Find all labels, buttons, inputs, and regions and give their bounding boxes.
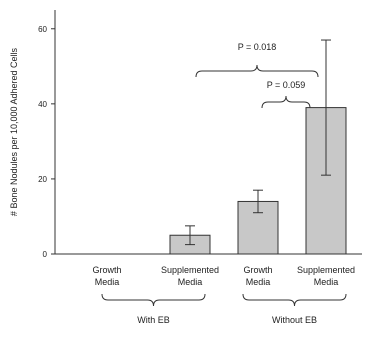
x-tick-label: Growth bbox=[243, 265, 272, 275]
x-tick-label: Media bbox=[246, 277, 271, 287]
error-bars bbox=[185, 39, 331, 246]
x-tick-label: Media bbox=[178, 277, 203, 287]
significance-brace bbox=[195, 64, 319, 78]
y-tick-label: 40 bbox=[38, 100, 47, 109]
y-tick-label: 20 bbox=[38, 175, 47, 184]
x-tick-label: Media bbox=[95, 277, 120, 287]
p-value-label: P = 0.018 bbox=[238, 42, 277, 52]
group-brace bbox=[101, 293, 206, 307]
significance-annotations: P = 0.018 P = 0.059 bbox=[195, 42, 319, 109]
x-tick-label: Growth bbox=[92, 265, 121, 275]
y-axis-label: # Bone Nodules per 10,000 Adhered Cells bbox=[9, 47, 19, 216]
significance-brace bbox=[261, 95, 311, 109]
group-label: Without EB bbox=[272, 315, 317, 325]
bars bbox=[169, 107, 347, 255]
y-tick-label: 0 bbox=[43, 250, 48, 259]
x-tick-label: Supplemented bbox=[297, 265, 355, 275]
x-tick-label: Media bbox=[314, 277, 339, 287]
y-tick-label: 60 bbox=[38, 25, 47, 34]
p-value-label: P = 0.059 bbox=[267, 80, 306, 90]
x-tick-labels: Growth Media Supplemented Media Growth Media S… bbox=[92, 265, 355, 287]
group-brackets: With EB Without EB bbox=[101, 293, 347, 325]
group-brace bbox=[242, 293, 347, 307]
x-tick-label: Supplemented bbox=[161, 265, 219, 275]
group-label: With EB bbox=[137, 315, 170, 325]
